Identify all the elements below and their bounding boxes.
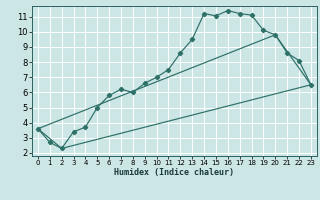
X-axis label: Humidex (Indice chaleur): Humidex (Indice chaleur)	[115, 168, 234, 177]
